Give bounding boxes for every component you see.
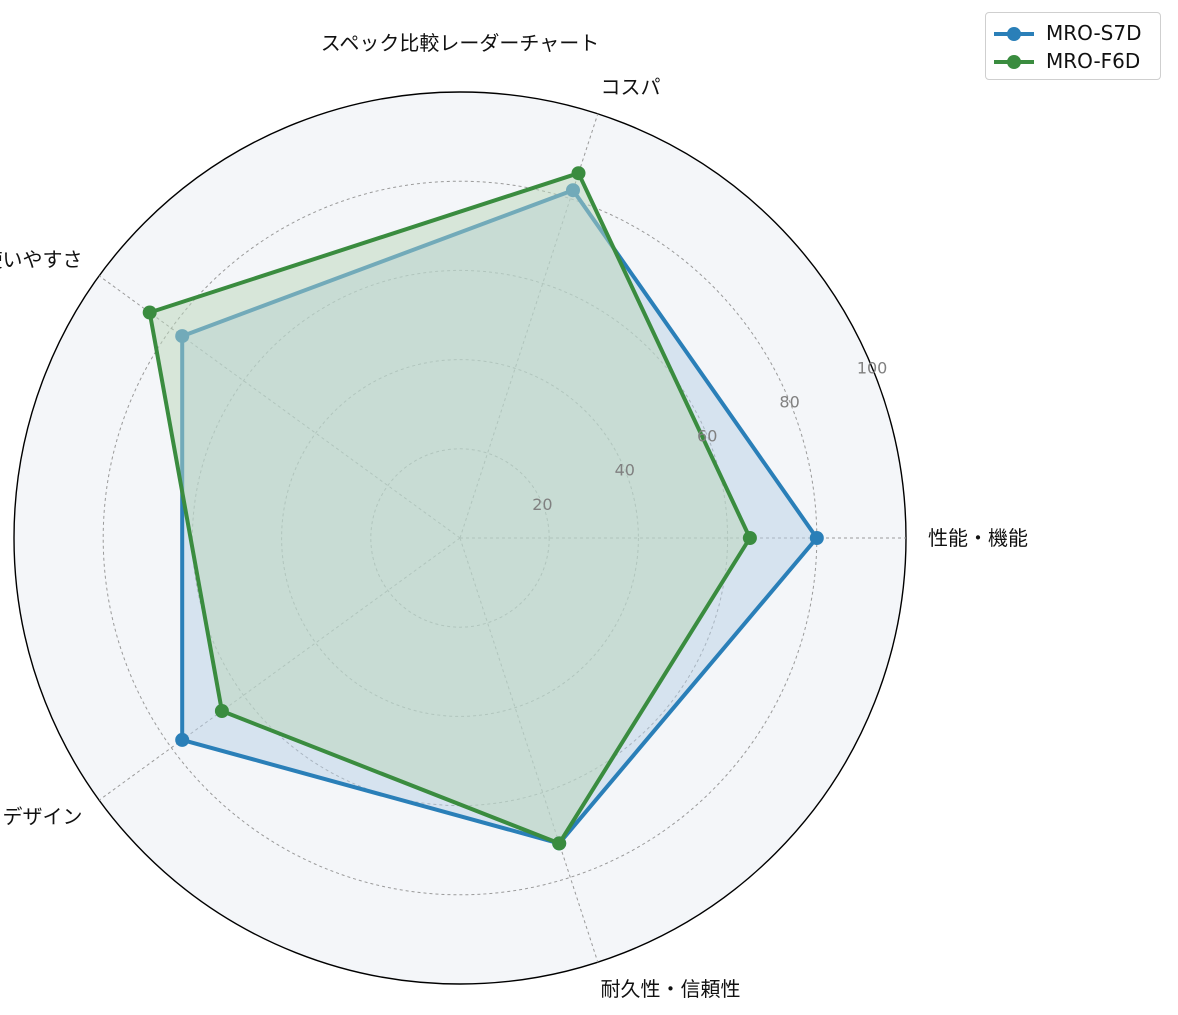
legend-marker-series-1 bbox=[994, 26, 1034, 41]
data-point-series-2-axis-2 bbox=[571, 166, 586, 181]
axis-label-5: 耐久性・信頼性 bbox=[601, 977, 741, 1001]
radial-tick-label: 60 bbox=[697, 427, 717, 446]
axis-label-2: コスパ bbox=[601, 75, 661, 99]
legend-item-series-1: MRO-S7D bbox=[994, 19, 1152, 47]
data-point-series-2-axis-5 bbox=[552, 836, 567, 851]
legend-marker-series-2 bbox=[994, 54, 1034, 69]
data-point-series-2-axis-3 bbox=[142, 305, 157, 320]
legend-item-series-2: MRO-F6D bbox=[994, 47, 1152, 75]
axis-label-1: 性能・機能 bbox=[928, 526, 1028, 550]
legend-label-series-1: MRO-S7D bbox=[1046, 21, 1142, 45]
data-point-series-2-axis-1 bbox=[742, 531, 757, 545]
radial-tick-label: 100 bbox=[857, 358, 888, 377]
data-point-series-1-axis-4 bbox=[175, 732, 190, 747]
radial-tick-label: 80 bbox=[779, 393, 799, 412]
legend-label-series-2: MRO-F6D bbox=[1046, 49, 1141, 73]
data-point-series-2-axis-4 bbox=[214, 704, 229, 718]
series-line-2 bbox=[147, 171, 752, 846]
legend: MRO-S7D MRO-F6D bbox=[985, 12, 1161, 80]
data-point-series-1-axis-1 bbox=[809, 531, 824, 545]
axis-label-3: 使いやすさ bbox=[0, 247, 83, 271]
series-area-2 bbox=[149, 173, 750, 844]
chart-title: スペック比較レーダーチャート bbox=[321, 31, 599, 55]
radial-tick-label: 20 bbox=[532, 495, 552, 514]
radial-tick-label: 40 bbox=[615, 461, 635, 480]
axis-label-4: デザイン bbox=[3, 805, 83, 829]
